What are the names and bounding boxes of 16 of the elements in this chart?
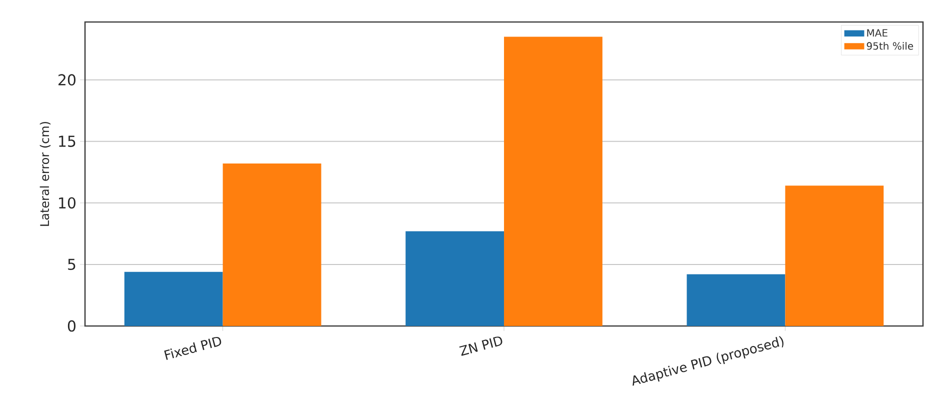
x-tick-label: Fixed PID — [164, 336, 222, 360]
bar — [406, 231, 504, 326]
y-tick-label: 5 — [68, 258, 76, 270]
bar — [785, 186, 884, 326]
y-tick-label: 15 — [59, 136, 76, 147]
bar — [504, 36, 602, 326]
bar — [686, 274, 786, 326]
x-tick-label: ZN PID — [459, 336, 502, 356]
legend-label: 95th %ile — [866, 42, 914, 50]
y-axis-title: Lateral error (cm) — [40, 122, 51, 226]
bar — [124, 272, 223, 326]
y-tick-label: 20 — [58, 74, 76, 86]
y-tick-label: 0 — [68, 320, 76, 332]
legend-label: MAE — [867, 29, 888, 37]
y-tick-label: 10 — [59, 197, 76, 209]
bar — [222, 164, 322, 326]
